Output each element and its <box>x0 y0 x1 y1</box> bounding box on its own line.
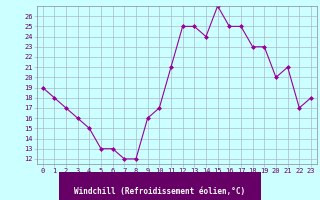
Text: Windchill (Refroidissement éolien,°C): Windchill (Refroidissement éolien,°C) <box>75 187 245 196</box>
